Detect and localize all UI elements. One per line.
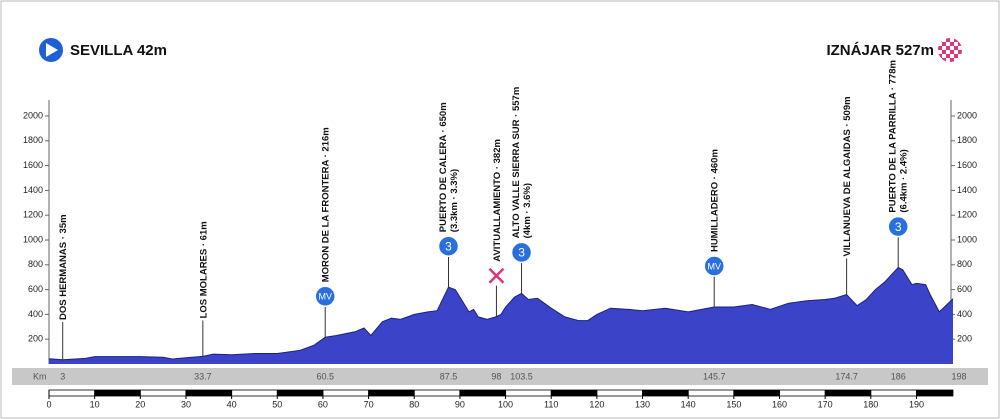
waypoint-badge-label: 3 — [445, 239, 452, 253]
x-tick-label: 100 — [498, 399, 513, 409]
waypoint-badge — [437, 235, 460, 257]
x-tick-label: 70 — [364, 399, 374, 409]
elevation-line — [48, 266, 954, 361]
waypoint-name: VILLANUEVA DE ALGAIDAS · 509m — [842, 96, 853, 256]
y-tick-label: 600 — [957, 284, 972, 294]
waypoint-sub: (4km · 3.6%) — [522, 183, 533, 238]
x-axis-segment — [825, 390, 871, 396]
y-tick-label: 1400 — [957, 185, 977, 195]
y-tick-label: 200 — [957, 334, 972, 344]
x-axis-segment — [551, 390, 597, 396]
start-label: SEVILLA 42m — [70, 42, 167, 59]
x-tick-label: 120 — [589, 399, 604, 409]
waypoint-badge — [510, 241, 533, 264]
km-strip-value: 174.7 — [835, 371, 858, 381]
waypoint-badge-label: 3 — [518, 246, 525, 260]
km-strip-value: 186 — [891, 371, 906, 381]
waypoint-name: PUERTO DE LA PARRILLA · 778m — [888, 60, 899, 213]
y-tick-label: 1600 — [957, 160, 977, 170]
waypoint-badge-label: MV — [318, 292, 332, 302]
x-tick-label: 130 — [635, 399, 650, 409]
x-tick-label: 190 — [909, 399, 924, 409]
km-strip-value: 60.5 — [316, 371, 334, 381]
x-axis-segment — [368, 390, 415, 396]
x-axis-segment — [642, 390, 689, 396]
y-tick-label: 400 — [28, 309, 43, 319]
waypoint-badge — [703, 255, 725, 277]
x-axis-segment — [459, 390, 506, 396]
km-strip-value: 87.5 — [440, 371, 458, 381]
y-tick-label: 1200 — [23, 210, 43, 220]
x-tick-label: 0 — [46, 399, 51, 409]
waypoint-badge-label: MV — [707, 261, 721, 271]
km-strip-value: 103.5 — [510, 371, 533, 381]
x-tick-label: 140 — [681, 399, 696, 409]
waypoint-sub: (6.4km · 2.4%) — [899, 149, 910, 212]
x-tick-label: 160 — [772, 399, 787, 409]
waypoint-name: LOS MOLARES · 61m — [198, 221, 209, 318]
y-tick-label: 800 — [28, 259, 43, 269]
x-tick-label: 180 — [863, 399, 878, 409]
y-tick-label: 600 — [28, 284, 43, 294]
feed-knife — [488, 267, 505, 284]
x-axis-segment — [733, 390, 780, 396]
waypoint-name: HUMILLADERO · 460m — [710, 149, 721, 252]
waypoint-name: MORON DE LA FRONTERA · 216m — [321, 127, 332, 282]
y-tick-label: 400 — [957, 309, 972, 319]
start-icon — [39, 38, 63, 62]
x-axis-segment — [185, 390, 232, 396]
y-tick-label: 2000 — [23, 110, 43, 120]
x-tick-label: 150 — [726, 399, 741, 409]
y-tick-label: 1800 — [957, 135, 977, 145]
x-tick-label: 110 — [544, 399, 558, 409]
waypoint-badge-label: 3 — [895, 220, 902, 234]
waypoint-badge — [887, 215, 909, 238]
y-tick-label: 1200 — [957, 210, 977, 220]
waypoint-sub: (3.3km · 3.3%) — [449, 169, 460, 232]
km-strip — [12, 368, 988, 385]
x-tick-label: 40 — [227, 399, 237, 409]
y-tick-label: 2000 — [957, 110, 977, 120]
feed-icon — [488, 267, 505, 284]
x-tick-label: 30 — [181, 399, 191, 409]
km-strip-value: 33.7 — [194, 371, 212, 381]
waypoint-badge — [314, 285, 336, 308]
end-label: IZNÁJAR 527m — [826, 42, 934, 59]
km-strip-label: Km — [33, 371, 47, 381]
elevation-area — [49, 267, 953, 364]
waypoint-name: PUERTO DE CALERA · 650m — [438, 102, 449, 232]
finish-icon — [938, 38, 962, 62]
x-tick-label: 20 — [135, 399, 145, 409]
x-axis-segment — [277, 390, 323, 396]
km-strip-value: 3 — [60, 371, 65, 381]
km-strip-value: 198 — [951, 371, 966, 381]
waypoint-name: AVITUALLAMIENTO · 382m — [492, 139, 503, 262]
x-tick-label: 50 — [272, 399, 282, 409]
y-tick-label: 1600 — [23, 160, 43, 170]
waypoint-name: DOS HERMANAS · 35m — [58, 214, 69, 320]
x-tick-label: 60 — [318, 399, 328, 409]
y-tick-label: 1800 — [23, 135, 43, 145]
y-tick-label: 200 — [28, 334, 43, 344]
km-strip-value: 145.7 — [703, 371, 726, 381]
x-axis-segment — [916, 390, 953, 396]
y-tick-label: 800 — [957, 259, 972, 269]
km-strip-value: 98 — [491, 371, 501, 381]
y-tick-label: 1000 — [23, 234, 43, 244]
y-tick-label: 1400 — [23, 185, 43, 195]
x-tick-label: 170 — [818, 399, 833, 409]
y-tick-label: 1000 — [957, 234, 977, 244]
x-axis-segment — [94, 390, 141, 396]
x-tick-label: 90 — [455, 399, 465, 409]
x-tick-label: 80 — [409, 399, 419, 409]
x-tick-label: 10 — [90, 399, 100, 409]
waypoint-name: ALTO VALLE SIERRA SUR · 557m — [511, 87, 522, 239]
